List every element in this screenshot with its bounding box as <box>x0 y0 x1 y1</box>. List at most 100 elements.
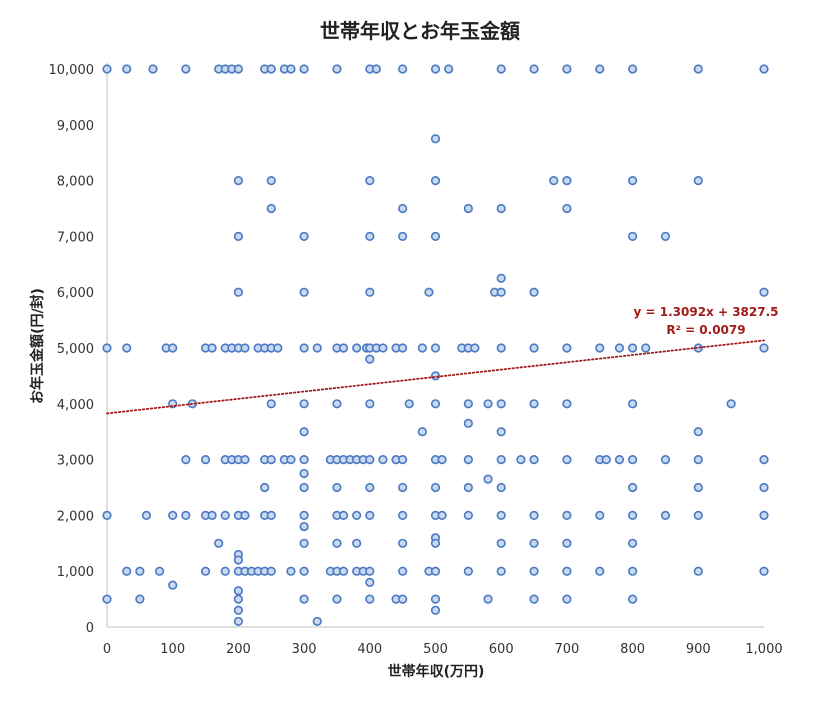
data-point <box>759 343 769 353</box>
data-point <box>627 538 638 548</box>
data-point <box>365 510 375 521</box>
data-point <box>437 455 447 465</box>
data-point <box>463 203 473 214</box>
data-point <box>260 482 270 493</box>
data-point <box>266 455 276 465</box>
data-point <box>496 427 506 437</box>
x-tick-label: 300 <box>292 642 317 657</box>
data-point <box>299 521 309 532</box>
data-point <box>430 594 441 604</box>
x-tick-label: 1,000 <box>745 642 782 657</box>
data-point <box>214 538 224 548</box>
data-point <box>759 566 769 576</box>
data-point <box>299 455 309 465</box>
data-point <box>430 399 441 409</box>
data-point <box>398 594 408 604</box>
data-point <box>135 566 145 576</box>
data-point <box>398 538 408 548</box>
data-point <box>273 343 283 353</box>
data-point <box>352 510 362 521</box>
data-point <box>470 343 480 353</box>
data-point <box>614 455 625 465</box>
x-tick-label: 600 <box>489 642 514 657</box>
data-point <box>627 594 638 604</box>
data-point <box>338 343 349 353</box>
data-point <box>352 538 362 548</box>
y-tick-label: 2,000 <box>57 509 94 524</box>
data-point <box>660 231 671 241</box>
data-point <box>549 176 559 186</box>
data-point <box>299 468 309 479</box>
data-point <box>693 64 703 74</box>
data-point <box>266 510 276 521</box>
data-point <box>365 399 375 409</box>
trendline-line <box>106 339 765 415</box>
y-tick-label: 8,000 <box>57 175 94 190</box>
data-point <box>463 418 473 428</box>
data-point <box>102 510 112 521</box>
y-tick-label: 4,000 <box>57 398 94 413</box>
data-point <box>759 510 769 521</box>
data-point <box>299 482 309 493</box>
data-point <box>562 594 572 604</box>
data-point <box>627 566 638 576</box>
data-point <box>529 538 539 548</box>
data-point <box>529 510 539 521</box>
data-point <box>627 455 638 465</box>
data-point <box>641 343 651 353</box>
data-point <box>266 64 276 74</box>
data-point <box>122 64 132 74</box>
data-point <box>181 455 191 465</box>
data-point <box>266 203 276 214</box>
y-tick-label: 9,000 <box>57 119 94 134</box>
data-point <box>102 343 112 353</box>
data-point <box>240 510 250 521</box>
data-point <box>135 594 145 604</box>
data-point <box>141 510 152 521</box>
data-point <box>299 566 309 576</box>
data-point <box>693 482 703 493</box>
data-point <box>168 343 178 353</box>
data-point <box>483 399 493 409</box>
data-point <box>365 354 375 364</box>
data-point <box>312 343 322 353</box>
data-point <box>496 538 506 548</box>
data-point <box>286 64 296 74</box>
data-point <box>181 510 191 521</box>
data-point <box>338 566 349 576</box>
data-point <box>562 176 572 186</box>
data-point <box>233 555 243 565</box>
data-point <box>562 203 572 214</box>
data-point <box>299 594 309 604</box>
data-point <box>378 343 388 353</box>
data-point <box>365 176 375 186</box>
data-point <box>286 566 296 576</box>
data-point <box>154 566 165 576</box>
data-point <box>660 510 671 521</box>
data-point <box>168 510 178 521</box>
data-point <box>430 176 441 186</box>
data-point <box>529 455 539 465</box>
data-point <box>220 566 230 576</box>
data-point <box>759 287 769 297</box>
data-point <box>562 510 572 521</box>
data-point <box>601 455 611 465</box>
data-point <box>693 427 703 437</box>
data-point <box>496 510 506 521</box>
tick-labels: 0 100 200 300 400 500 600 700 800 900 1,000 0 1,000 2… <box>49 63 783 657</box>
data-point <box>365 566 375 576</box>
data-point <box>595 566 605 576</box>
y-tick-label: 7,000 <box>57 230 94 245</box>
data-point <box>233 64 243 74</box>
data-point <box>299 64 309 74</box>
y-tick-label: 6,000 <box>57 286 94 301</box>
data-point <box>332 594 342 604</box>
data-point <box>463 566 473 576</box>
data-point <box>220 510 230 521</box>
data-point <box>463 482 473 493</box>
data-point <box>463 399 473 409</box>
data-point <box>233 586 243 596</box>
data-point <box>496 343 506 353</box>
data-point <box>496 273 506 283</box>
